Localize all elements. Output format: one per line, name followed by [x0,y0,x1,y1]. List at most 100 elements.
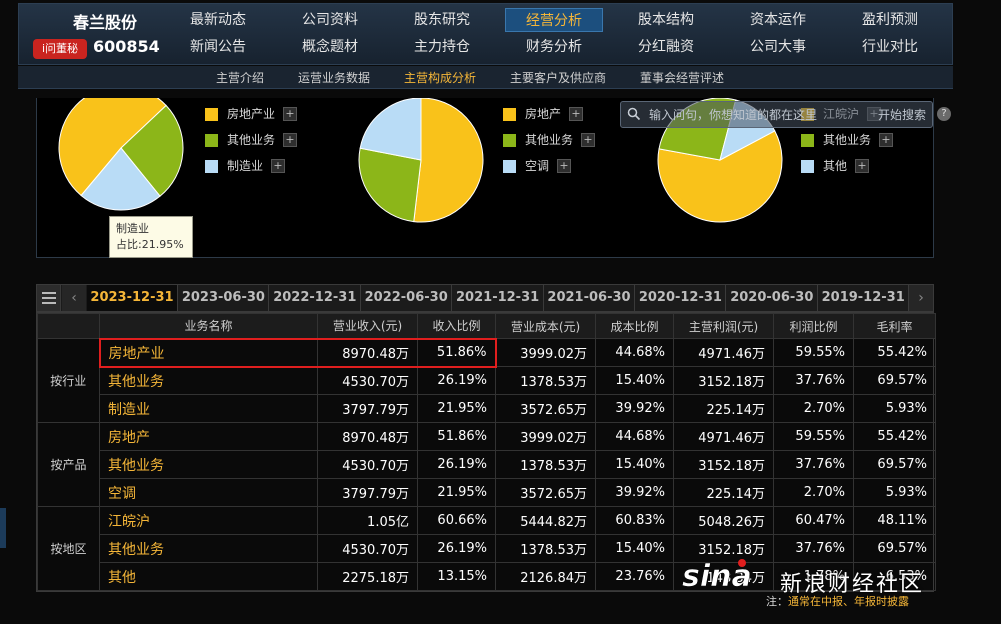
pie-chart-1 [58,98,184,211]
nav-item-2-3[interactable]: 主力持仓 [414,39,470,55]
plus-icon[interactable]: + [855,159,869,173]
tooltip-title: 制造业 [116,222,149,235]
nav-item-2-4[interactable]: 财务分析 [526,39,582,55]
group-label: 按产品 [37,422,100,507]
nav-item-1-7[interactable]: 盈利预测 [862,12,918,28]
nav-item-2-5[interactable]: 分红融资 [638,39,694,55]
business-name-cell[interactable]: 空调 [99,478,318,507]
footnote-prefix: 注： [766,595,788,608]
business-name-cell[interactable]: 房地产 [99,422,318,451]
business-name-cell[interactable]: 制造业 [99,394,318,423]
pie-1-slice-2[interactable] [120,104,184,197]
search-bar[interactable]: 开始搜索 [620,101,933,128]
value-cell: 2.70% [773,394,854,423]
nav-item-1-2[interactable]: 公司资料 [302,12,358,28]
value-cell: 6.53% [853,562,936,591]
tab-period-5[interactable]: 2021-12-31 [453,285,544,311]
column-header: 成本比例 [595,313,674,339]
value-cell: 3572.65万 [495,478,596,507]
subnav-item-1[interactable]: 主营介绍 [216,71,265,85]
chevron-left-icon[interactable]: ‹ [62,285,86,311]
pie-3-slice-1[interactable] [657,130,783,223]
nav-item-2-6[interactable]: 公司大事 [750,39,806,55]
legend-label: 其他业务 [525,133,574,147]
search-button[interactable]: 开始搜索 [877,108,926,122]
pie-2-slice-3[interactable] [359,98,422,161]
side-strip [0,508,6,548]
table-row: 制造业 3797.79万 21.95% 3572.65万 39.92% 225.14万 2.… [38,394,936,423]
business-name-cell[interactable]: 其他 [99,562,318,591]
help-icon[interactable]: ? [937,107,951,121]
pie-1-slice-3[interactable] [80,147,161,211]
subnav-item-4[interactable]: 主要客户及供应商 [510,71,607,85]
column-header: 主营利润(元) [673,313,774,339]
plus-icon[interactable]: + [557,159,571,173]
ask-secretary-badge[interactable]: i问董秘 [33,39,87,59]
table-row: 按地区 江皖沪 1.05亿 60.66% 5444.82万 60.83% 5048.26万 6… [37,506,936,591]
value-cell: 4530.70万 [317,450,418,479]
plus-icon[interactable]: + [569,107,583,121]
table-row: 按产品 房地产 8970.48万 51.86% 3999.02万 44.68% 4971.4… [37,422,936,507]
column-header: 利润比例 [773,313,854,339]
legend-label: 其他 [823,159,848,173]
watermark-text: 新浪财经社区 [780,572,925,597]
plus-icon[interactable]: + [581,133,595,147]
pie-2-slice-2[interactable] [358,147,422,223]
legend-label: 其他业务 [823,133,872,147]
plus-icon[interactable]: + [879,133,893,147]
value-cell: 15.40% [595,366,674,395]
value-cell: 4530.70万 [317,366,418,395]
value-cell: 3999.02万 [495,338,596,367]
column-header: 收入比例 [417,313,496,339]
plus-icon[interactable]: + [283,133,297,147]
nav-item-1-6[interactable]: 资本运作 [750,12,806,28]
value-cell: 1378.53万 [495,366,596,395]
tab-period-6[interactable]: 2021-06-30 [544,285,635,311]
value-cell: 2126.84万 [495,562,596,591]
value-cell: 21.95% [417,394,496,423]
plus-icon[interactable]: + [271,159,285,173]
tab-period-7[interactable]: 2020-12-31 [635,285,727,311]
tab-period-4[interactable]: 2022-06-30 [361,285,453,311]
menu-icon[interactable] [37,285,61,311]
subnav-item-2[interactable]: 运营业务数据 [298,71,371,85]
nav-item-1-3[interactable]: 股东研究 [414,12,470,28]
value-cell: 37.76% [773,534,854,563]
nav-item-1-5[interactable]: 股本结构 [638,12,694,28]
business-name-cell[interactable]: 其他业务 [99,534,318,563]
nav-item-1-1[interactable]: 最新动态 [190,12,246,28]
value-cell: 3572.65万 [495,394,596,423]
tab-period-3[interactable]: 2022-12-31 [270,285,361,311]
tab-period-2[interactable]: 2023-06-30 [178,285,270,311]
legend-swatch [503,108,516,121]
nav-item-2-2[interactable]: 概念题材 [302,39,358,55]
value-cell: 3797.79万 [317,394,418,423]
legend-swatch [801,134,814,147]
search-input[interactable] [649,106,849,124]
pie-tooltip: 制造业 占比:21.95% [109,216,193,258]
value-cell: 59.55% [773,338,854,367]
legend-swatch [503,160,516,173]
business-name-cell[interactable]: 其他业务 [99,450,318,479]
plus-icon[interactable]: + [283,107,297,121]
tab-period-9[interactable]: 2019-12-31 [818,285,910,311]
chevron-right-icon[interactable]: › [909,285,933,311]
business-name-cell[interactable]: 其他业务 [99,366,318,395]
pie-chart-2 [358,98,484,223]
value-cell: 59.55% [773,422,854,451]
nav-item-2-7[interactable]: 行业对比 [862,39,918,55]
business-name-cell[interactable]: 江皖沪 [99,506,318,535]
nav-item-1-4[interactable]: 经营分析 [505,8,603,32]
tab-period-8[interactable]: 2020-06-30 [727,285,818,311]
subnav-item-5[interactable]: 董事会经营评述 [640,71,725,85]
tab-period-1[interactable]: 2023-12-31 [87,285,178,311]
pie-2-slice-1[interactable] [413,98,484,223]
table-row: 其他业务 4530.70万 26.19% 1378.53万 15.40% 3152.18万… [38,534,936,563]
business-name-cell[interactable]: 房地产业 [98,337,318,368]
table-row: 空调 3797.79万 21.95% 3572.65万 39.92% 225.14万 2.7… [38,478,936,507]
value-cell: 3999.02万 [495,422,596,451]
subnav-item-3[interactable]: 主营构成分析 [404,71,477,85]
pie-1-slice-1[interactable] [58,98,167,197]
value-cell: 26.19% [417,366,496,395]
nav-item-2-1[interactable]: 新闻公告 [190,39,246,55]
